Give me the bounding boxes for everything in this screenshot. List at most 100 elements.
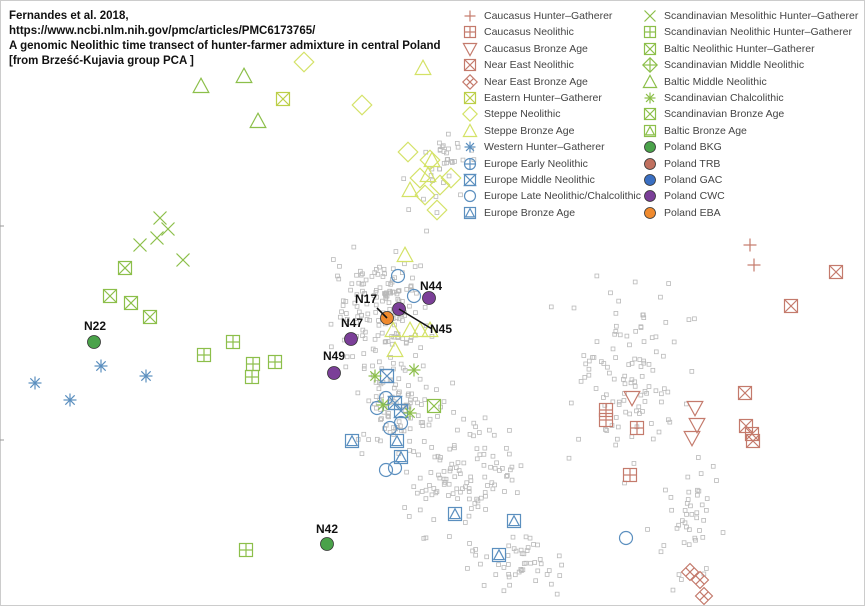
background-point xyxy=(360,327,366,333)
background-point xyxy=(388,355,393,360)
background-point xyxy=(504,445,509,451)
background-point xyxy=(415,413,421,419)
background-point xyxy=(455,144,461,150)
legend-label: Poland CWC xyxy=(664,190,725,203)
background-point xyxy=(494,460,499,466)
background-point xyxy=(361,351,367,356)
background-point xyxy=(412,264,418,269)
background-point xyxy=(581,353,587,358)
background-point xyxy=(689,512,695,517)
background-point xyxy=(373,394,379,399)
background-point xyxy=(548,304,554,310)
background-point xyxy=(379,416,384,421)
background-point xyxy=(666,417,671,423)
background-point xyxy=(605,364,610,370)
background-point xyxy=(421,196,426,202)
background-point xyxy=(364,317,370,322)
point-poland-cwc xyxy=(327,366,341,380)
background-point xyxy=(343,364,349,370)
legend-item: Poland BKG xyxy=(642,139,722,155)
background-point xyxy=(360,271,365,277)
background-point xyxy=(380,298,385,304)
point-steppe-neolithic xyxy=(397,141,419,163)
background-point xyxy=(427,483,432,488)
background-point xyxy=(406,391,411,397)
point-caucasus-bronze-age xyxy=(688,417,706,435)
background-point xyxy=(418,345,423,350)
legend-marker xyxy=(643,26,657,39)
point-steppe-bronze-age xyxy=(401,180,419,198)
sample-label: N17 xyxy=(355,292,377,306)
background-point xyxy=(670,587,676,593)
background-point xyxy=(337,264,342,269)
background-point xyxy=(441,476,447,482)
legend-label: Poland TRB xyxy=(664,157,721,170)
background-point xyxy=(617,332,623,338)
background-point xyxy=(704,508,709,513)
background-point xyxy=(568,400,574,406)
background-point xyxy=(461,460,467,466)
label-connectors xyxy=(376,307,433,330)
background-point xyxy=(437,475,443,481)
background-point xyxy=(380,274,386,279)
legend-item: Baltic Bronze Age xyxy=(642,123,747,139)
background-point xyxy=(610,346,616,352)
background-point xyxy=(452,474,458,480)
background-point xyxy=(487,427,492,433)
point-caucasus-bronze-age xyxy=(623,390,641,408)
background-point xyxy=(328,321,334,327)
legend-marker xyxy=(644,157,656,170)
background-point xyxy=(446,173,452,179)
background-point xyxy=(501,588,507,594)
background-point xyxy=(615,436,620,442)
point-baltic-neolithic-hunter-gatherer xyxy=(117,260,133,276)
background-point xyxy=(613,442,619,448)
legend-marker xyxy=(644,190,656,203)
background-point xyxy=(407,438,412,444)
background-point xyxy=(492,465,498,471)
background-point xyxy=(468,474,473,480)
legend-item: Europe Late Neolithic/Chalcolithic xyxy=(462,188,641,204)
background-point xyxy=(458,192,463,198)
background-point xyxy=(452,445,457,451)
background-point xyxy=(642,388,648,394)
background-point xyxy=(686,317,692,322)
background-point xyxy=(692,316,697,322)
background-point xyxy=(594,273,600,279)
background-point xyxy=(348,287,353,293)
background-point xyxy=(523,534,529,540)
point-steppe-bronze-age xyxy=(423,150,441,168)
legend-marker xyxy=(463,59,477,72)
background-point xyxy=(329,344,334,350)
background-point xyxy=(435,453,441,459)
sample-labels: N44 N17 N45 N47 N49 N22 N42 xyxy=(84,279,452,536)
background-point xyxy=(508,467,513,473)
background-point xyxy=(538,561,544,567)
background-point xyxy=(658,549,664,555)
background-point xyxy=(687,527,692,532)
background-point xyxy=(640,409,645,414)
background-point xyxy=(698,471,704,476)
legend-item: Scandinavian Middle Neolithic xyxy=(642,57,804,74)
background-point xyxy=(485,483,490,488)
point-caucasus-neolithic xyxy=(629,420,645,436)
background-point xyxy=(417,507,423,513)
background-point xyxy=(586,366,592,372)
background-point xyxy=(557,573,563,578)
background-point xyxy=(393,382,398,388)
background-point xyxy=(404,469,409,475)
background-point xyxy=(629,361,635,366)
sample-label: N44 xyxy=(420,279,442,293)
background-point xyxy=(490,453,496,459)
background-point xyxy=(396,419,402,425)
background-point xyxy=(446,131,451,137)
legend-label: Baltic Bronze Age xyxy=(664,124,747,137)
background-point xyxy=(667,419,673,425)
background-point xyxy=(431,486,437,491)
point-baltic-neolithic-hunter-gatherer xyxy=(123,295,139,311)
background-point xyxy=(376,318,381,323)
background-point xyxy=(467,496,472,502)
background-point xyxy=(637,357,643,362)
background-point xyxy=(360,288,365,294)
background-point xyxy=(566,455,572,461)
